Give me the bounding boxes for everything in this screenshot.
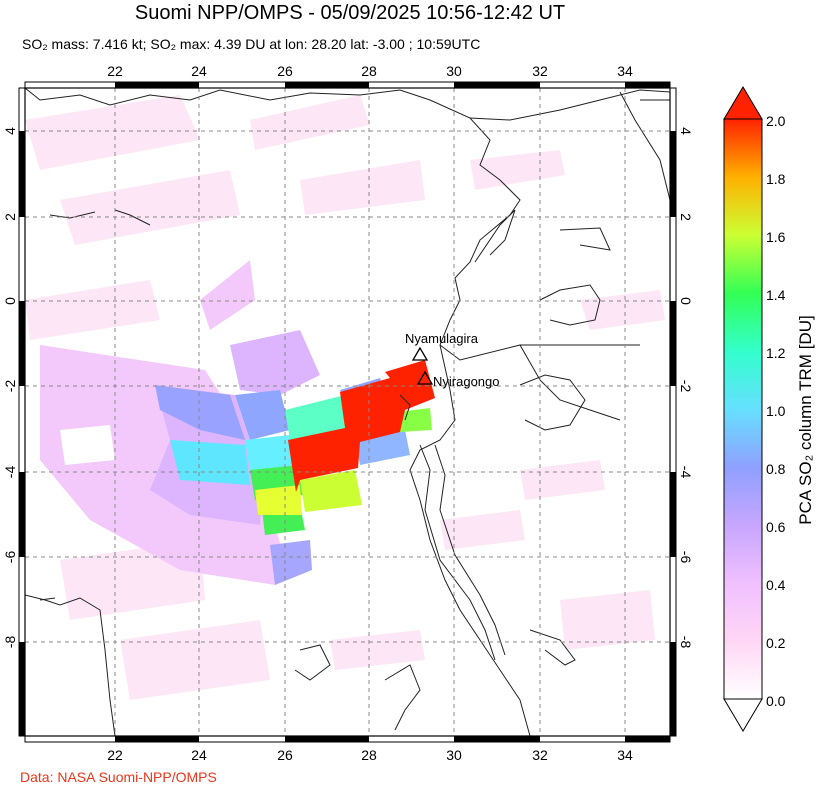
grid-lines [25, 88, 670, 736]
lake-victoria-shore [519, 374, 586, 431]
lake-tanganyika-east [434, 444, 506, 656]
lake-albert [474, 209, 516, 263]
lat-ticks-right: 4 2 0 -2 -4 -6 -8 [678, 127, 694, 648]
lat-tick-right-0: 4 [678, 127, 694, 135]
lat-tick-right-2: 0 [678, 297, 694, 305]
data-credit: Data: NASA Suomi-NPP/OMPS [20, 769, 217, 785]
lat-tick-left-6: -8 [2, 636, 18, 649]
volcano-icon-nyamulagira [411, 346, 429, 361]
lat-tick-right-1: 2 [678, 213, 694, 221]
lat-tick-left-2: 0 [2, 297, 18, 305]
swath-red-core [288, 360, 435, 492]
swath-blue [155, 385, 245, 440]
volcano-icon-nyiragongo [416, 370, 434, 385]
so2-swath-layer [25, 95, 665, 700]
lat-tick-left-1: 2 [2, 213, 18, 221]
lake-fragments [294, 644, 331, 681]
lon-ticks-bottom: 22 24 26 28 30 32 34 [107, 747, 633, 763]
colorbar-tick-6: 0.8 [766, 461, 786, 477]
border-east [619, 91, 670, 201]
lon-tick-top-2: 26 [277, 63, 293, 79]
swath-blue-2 [235, 390, 290, 440]
river-fragment-2 [114, 209, 151, 226]
map-subtitle: SO₂ mass: 7.416 kt; SO₂ max: 4.39 DU at … [22, 36, 481, 52]
lat-tick-right-4: -4 [678, 466, 694, 479]
colorbar-tick-7: 0.6 [766, 519, 786, 535]
colorbar-ticks: 2.0 1.8 1.6 1.4 1.2 1.0 0.8 0.6 0.4 0.2 … [766, 113, 786, 709]
swath-violet-2 [230, 330, 320, 395]
swath-light-top [200, 260, 255, 330]
border-rift [409, 344, 531, 736]
colorbar-max-arrow [723, 86, 763, 120]
border-southwest [25, 594, 116, 736]
swath-yellowgreen [300, 470, 362, 512]
lake-kivu [399, 394, 411, 421]
lat-ticks-left: 4 2 0 -2 -4 -6 -8 [2, 127, 18, 648]
swath-blue-5 [270, 540, 312, 585]
colorbar-label: PCA SO₂ column TRM [DU] [796, 315, 815, 525]
swath-cyan-2 [245, 435, 295, 470]
colorbar-tick-4: 1.2 [766, 345, 786, 361]
lat-tick-left-3: -2 [2, 380, 18, 393]
colorbar-tick-5: 1.0 [766, 403, 786, 419]
lon-tick-top-5: 32 [532, 63, 548, 79]
map-title: Suomi NPP/OMPS - 05/09/2025 10:56-12:42 … [134, 2, 566, 24]
lat-tick-left-5: -6 [2, 551, 18, 564]
map-border [24, 87, 671, 737]
river-fragment-1 [49, 211, 96, 219]
colorbar-tick-1: 1.8 [766, 171, 786, 187]
volcano-markers: Nyamulagira Nyiragongo [405, 331, 500, 389]
colorbar-tick-9: 0.2 [766, 635, 786, 651]
lake-mweru [384, 664, 421, 731]
swath-gap [60, 425, 115, 465]
colorbar-tick-10: 0.0 [766, 693, 786, 709]
colorbar: 2.0 1.8 1.6 1.4 1.2 1.0 0.8 0.6 0.4 0.2 … [723, 86, 786, 732]
colorbar-tick-2: 1.6 [766, 229, 786, 245]
lon-tick-bottom-4: 30 [446, 747, 462, 763]
lon-tick-top-1: 24 [191, 63, 207, 79]
swath-cyan [170, 440, 250, 485]
swath-teal [285, 395, 350, 440]
lon-tick-bottom-6: 34 [617, 747, 633, 763]
lat-tick-left-4: -4 [2, 466, 18, 479]
lake-rukwa [529, 629, 576, 666]
background-pixels [25, 95, 665, 700]
colorbar-tick-0: 2.0 [766, 113, 786, 129]
lat-tick-right-3: -2 [678, 380, 694, 393]
lon-tick-bottom-5: 32 [532, 747, 548, 763]
lake-kyoga [539, 284, 601, 326]
lon-tick-bottom-0: 22 [107, 747, 123, 763]
colorbar-tick-8: 0.4 [766, 577, 786, 593]
swath-yellow [255, 485, 302, 515]
lat-tick-right-5: -6 [678, 551, 694, 564]
lon-tick-top-4: 30 [446, 63, 462, 79]
lat-tick-right-6: -8 [678, 636, 694, 649]
lon-tick-bottom-1: 24 [191, 747, 207, 763]
colorbar-gradient [723, 118, 763, 700]
border-north [25, 88, 521, 346]
lon-tick-bottom-2: 26 [277, 747, 293, 763]
colorbar-tick-3: 1.4 [766, 287, 786, 303]
lon-tick-top-3: 28 [361, 63, 377, 79]
volcano-label-nyamulagira: Nyamulagira [405, 331, 479, 346]
map-frame [18, 81, 677, 743]
lon-tick-top-6: 34 [617, 63, 633, 79]
lat-tick-left-0: 4 [2, 127, 18, 135]
volcano-label-nyiragongo: Nyiragongo [433, 374, 500, 389]
colorbar-min-arrow [723, 698, 763, 732]
border-north-east [469, 89, 670, 121]
lon-tick-top-0: 22 [107, 63, 123, 79]
lon-ticks-top: 22 24 26 28 30 32 34 [107, 63, 633, 79]
lon-tick-bottom-3: 28 [361, 747, 377, 763]
lake-north [559, 227, 611, 251]
lake-tanganyika-west [419, 444, 496, 661]
coast-fragment [39, 597, 56, 601]
